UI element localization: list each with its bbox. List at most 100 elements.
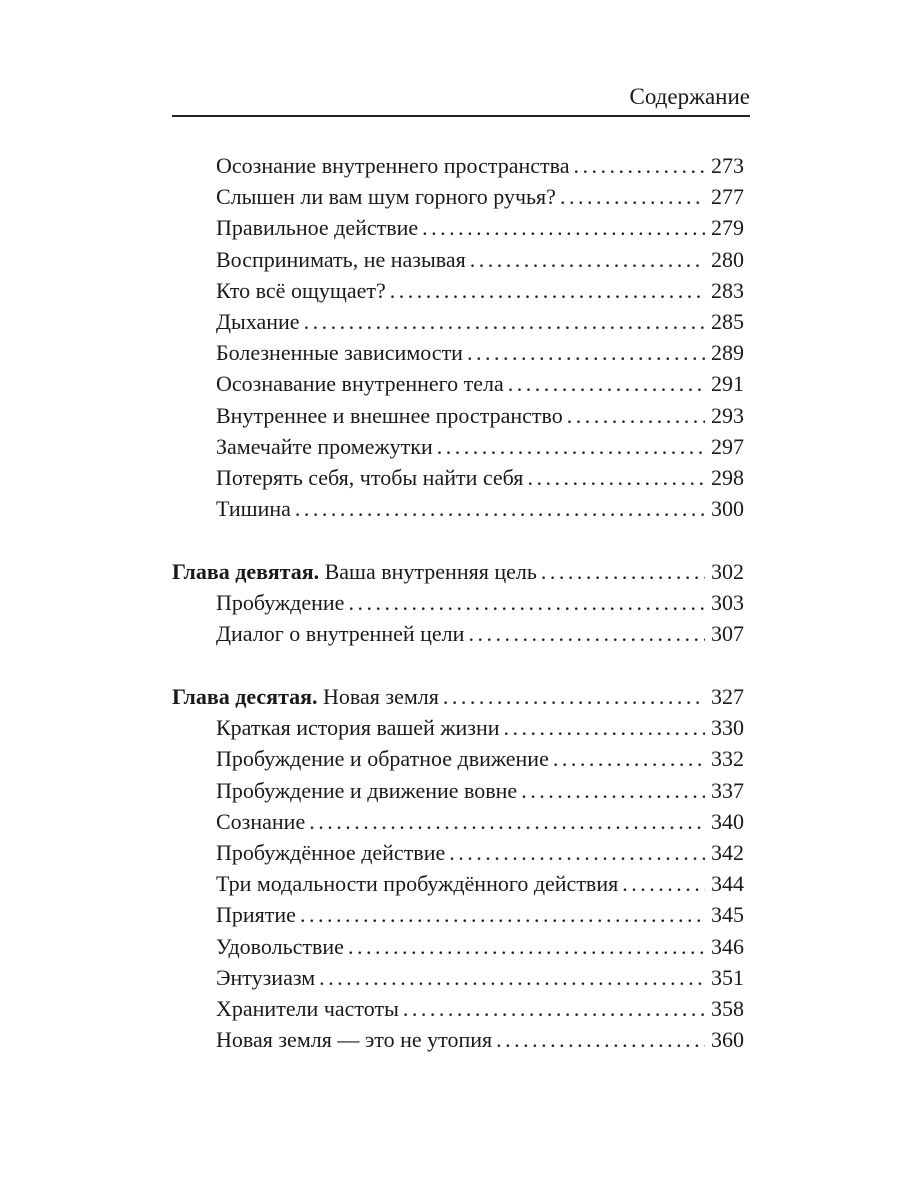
dot-leader [449,837,705,868]
dot-leader [437,431,705,462]
chapter-title: Глава десятая. Новая земля [172,681,439,712]
toc-entry-row: Хранители частоты 358 [172,993,744,1024]
toc-entry-row: Слышен ли вам шум горного ручья? 277 [172,181,744,212]
entry-title: Воспринимать, не называя [216,246,466,272]
dot-leader [527,462,705,493]
dot-leader [567,400,705,431]
page-number: 298 [711,464,744,490]
page-number: 360 [711,1027,744,1053]
dot-leader [467,337,705,368]
page-number: 342 [711,839,744,865]
dot-leader [300,899,705,930]
entry-title: Болезненные зависимости [216,340,463,366]
entry-title: Слышен ли вам шум горного ручья? [216,184,556,210]
dot-leader [309,806,705,837]
header-rule [172,115,750,117]
dot-leader [295,493,705,524]
page-number: 279 [711,215,744,241]
toc-entry-row: Диалог о внутренней цели 307 [172,618,744,649]
dot-leader [319,962,705,993]
entry-title: Замечайте промежутки [216,433,433,459]
toc-entry-row: Кто всё ощущает? 283 [172,275,744,306]
page-number: 273 [711,153,744,178]
page-number: 351 [711,964,744,990]
page-number: 302 [711,558,744,584]
chapter-title: Глава девятая. Ваша внутренняя цель [172,556,537,587]
toc-entry-row: Сознание 340 [172,806,744,837]
dot-leader [422,212,705,243]
chapter-label: Глава десятая. [172,684,318,709]
toc-entry-row: Удовольствие 346 [172,931,744,962]
entry-title: Пробуждённое действие [216,839,446,865]
dot-leader [390,275,705,306]
entry-title: Тишина [216,496,291,522]
toc-entry-row: Внутреннее и внешнее пространство 293 [172,400,744,431]
dot-leader [468,618,705,649]
page-number: 340 [711,808,744,834]
entry-title: Пробуждение [216,590,345,616]
page-number: 346 [711,933,744,959]
toc-entry-row: Пробуждение и движение вовне 337 [172,775,744,806]
toc-chapter-row: Глава девятая. Ваша внутренняя цель 302 [172,556,744,587]
page-number: 358 [711,995,744,1021]
toc-chapter-row: Глава десятая. Новая земля 327 [172,681,744,712]
dot-leader [508,368,705,399]
entry-title: Новая земля — это не утопия [216,1027,493,1053]
entry-title: Пробуждение и обратное движение [216,746,549,772]
page-number: 291 [711,371,744,397]
dot-leader [348,587,705,618]
dot-leader [521,775,705,806]
toc-entry-row: Пробуждённое действие 342 [172,837,744,868]
entry-title: Потерять себя, чтобы найти себя [216,464,524,490]
toc-entry-row: Три модальности пробуждённого действия 34… [172,868,744,899]
dot-leader [622,868,705,899]
dot-leader [553,743,705,774]
entry-title: Кто всё ощущает? [216,277,386,303]
dot-leader [470,244,705,275]
entry-title: Три модальности пробуждённого действия [216,871,619,897]
running-header: Содержание [629,84,750,109]
entry-title: Дыхание [216,308,300,334]
entry-title: Хранители частоты [216,995,399,1021]
dot-leader [304,306,705,337]
page-number: 283 [711,277,744,303]
dot-leader [504,712,705,743]
toc-entry-row: Осознание внутреннего пространства 273 [172,150,744,181]
page-number: 332 [711,746,744,772]
page-number: 293 [711,402,744,428]
page-number: 330 [711,715,744,741]
page-number: 285 [711,308,744,334]
entry-title: Энтузиазм [216,964,316,990]
dot-leader [496,1024,705,1055]
chapter-name: Ваша внутренняя цель [324,558,537,584]
entry-title: Осознание внутреннего пространства [216,153,570,178]
entry-title: Внутреннее и внешнее пространство [216,402,563,428]
page-number: 277 [711,184,744,210]
page-number: 307 [711,621,744,647]
toc-entry-row: Воспринимать, не называя 280 [172,244,744,275]
toc-entry-row: Тишина 300 [172,493,744,524]
entry-title: Краткая история вашей жизни [216,715,500,741]
page-number: 345 [711,902,744,928]
entry-title: Диалог о внутренней цели [216,621,465,647]
entry-title: Сознание [216,808,306,834]
page-number: 289 [711,340,744,366]
page-number: 297 [711,433,744,459]
toc-entry-row: Приятие 345 [172,899,744,930]
dot-leader [403,993,705,1024]
dot-leader [348,931,705,962]
entry-title: Удовольствие [216,933,344,959]
page-number: 337 [711,777,744,803]
page-number: 280 [711,246,744,272]
dot-leader [541,556,705,587]
toc-entry-row: Замечайте промежутки 297 [172,431,744,462]
toc-entry-row: Правильное действие 279 [172,212,744,243]
entry-title: Правильное действие [216,215,419,241]
toc-entry-row: Пробуждение 303 [172,587,744,618]
toc-entry-row: Пробуждение и обратное движение 332 [172,743,744,774]
entry-title: Приятие [216,902,296,928]
toc-entry-row: Дыхание 285 [172,306,744,337]
chapter-name: Новая земля [323,684,439,709]
toc-entry-row: Болезненные зависимости 289 [172,337,744,368]
toc-entry-row: Новая земля — это не утопия 360 [172,1024,744,1055]
